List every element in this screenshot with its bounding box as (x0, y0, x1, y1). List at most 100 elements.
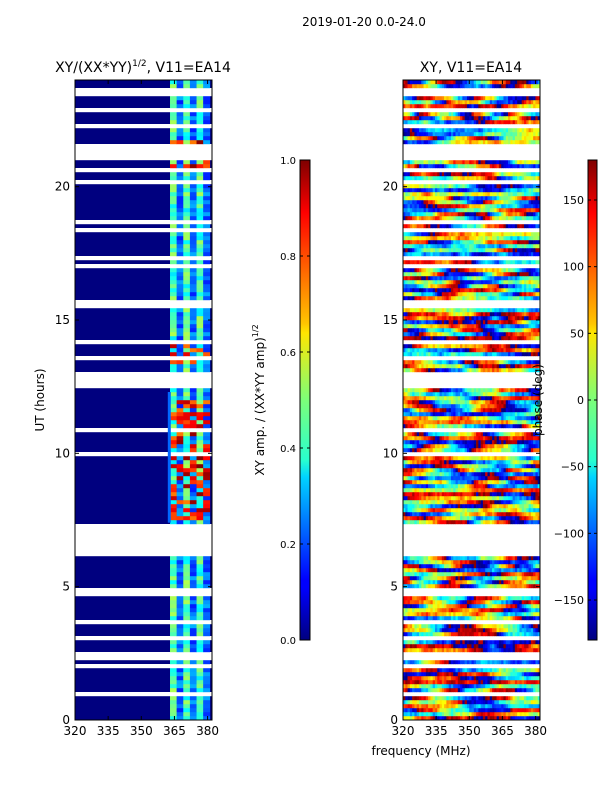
amplitude-cell (189, 644, 197, 649)
phase-cell (498, 468, 502, 473)
phase-cell (503, 648, 507, 653)
phase-cell (528, 556, 532, 561)
phase-cell (409, 624, 413, 629)
phase-cell (519, 408, 523, 413)
phase-cell (505, 624, 509, 629)
amplitude-cell (170, 616, 177, 621)
phase-cell (444, 460, 447, 465)
phase-cell (498, 632, 502, 637)
phase-cell (409, 660, 413, 665)
phase-cell (503, 600, 507, 605)
phase-cell (489, 648, 493, 653)
amplitude-cell (176, 680, 184, 685)
phase-cell (469, 712, 472, 717)
phase-cell (428, 420, 431, 425)
phase-cell (421, 400, 424, 405)
amplitude-cell (189, 464, 197, 469)
phase-cell (471, 396, 475, 401)
phase-cell (416, 476, 420, 481)
phase-cell (423, 568, 427, 573)
phase-cell (412, 392, 415, 397)
phase-cell (494, 716, 497, 720)
phase-cell (521, 464, 525, 469)
phase-cell (434, 512, 438, 517)
phase-cell (496, 644, 500, 649)
phase-cell (460, 468, 463, 473)
phase-cell (457, 564, 461, 569)
phase-cell (478, 488, 481, 493)
phase-cell (414, 392, 417, 397)
phase-cell (460, 688, 463, 693)
amplitude-cell (196, 164, 204, 169)
phase-cell (519, 604, 523, 609)
phase-cell (453, 352, 456, 357)
phase-cell (460, 456, 463, 461)
phase-cell (416, 512, 420, 517)
phase-cell (480, 696, 484, 701)
phase-cell (428, 416, 431, 421)
phase-cell (441, 596, 445, 601)
phase-cell (528, 416, 532, 421)
phase-cell (485, 404, 488, 409)
phase-cell (503, 696, 507, 701)
phase-cell (498, 388, 502, 393)
phase-cell (505, 632, 509, 637)
phase-cell (450, 400, 454, 405)
phase-cell (405, 672, 408, 677)
phase-cell (471, 684, 475, 689)
phase-cell (528, 400, 532, 405)
phase-cell (498, 504, 502, 509)
phase-cell (528, 472, 532, 477)
phase-cell (437, 584, 440, 589)
phase-cell (535, 496, 539, 501)
phase-cell (453, 440, 456, 445)
amplitude-cell (176, 120, 184, 125)
amplitude-cell (203, 672, 211, 677)
phase-cell (416, 488, 420, 493)
phase-cell (521, 676, 525, 681)
phase-cell (496, 604, 500, 609)
phase-cell (414, 364, 417, 369)
phase-cell (492, 500, 495, 505)
phase-cell (514, 412, 518, 417)
phase-cell (496, 516, 500, 521)
phase-cell (473, 500, 477, 505)
amplitude-cell (196, 248, 204, 253)
phase-cell (514, 448, 518, 453)
phase-cell (508, 576, 511, 581)
amplitude-x-tick-label: 320 (64, 724, 87, 738)
phase-cell (492, 680, 495, 685)
amplitude-cell (203, 516, 211, 521)
phase-cell (510, 436, 513, 441)
phase-cell (524, 492, 527, 497)
phase-cell (533, 440, 536, 445)
phase-cell (473, 632, 477, 637)
phase-cell (421, 492, 424, 497)
phase-cell (535, 684, 539, 689)
phase-cell (444, 352, 447, 357)
phase-cell (407, 456, 411, 461)
phase-cell (418, 352, 422, 357)
phase-cell (503, 412, 507, 417)
phase-cell (496, 716, 500, 720)
phase-cell (450, 408, 454, 413)
phase-cell (473, 464, 477, 469)
phase-cell (537, 520, 540, 525)
phase-cell (416, 412, 420, 417)
phase-cell (471, 556, 475, 561)
phase-cell (462, 396, 465, 401)
amplitude-cell (203, 292, 211, 297)
phase-cell (485, 484, 488, 489)
phase-cell (482, 424, 486, 429)
phase-cell (533, 488, 536, 493)
phase-cell (485, 556, 488, 561)
phase-cell (453, 516, 456, 521)
phase-cell (469, 680, 472, 685)
phase-cell (403, 508, 406, 513)
phase-cell (469, 492, 472, 497)
phase-cell (478, 648, 481, 653)
phase-cell (510, 676, 513, 681)
phase-cell (446, 680, 449, 685)
phase-cell (505, 564, 509, 569)
phase-cell (505, 696, 509, 701)
